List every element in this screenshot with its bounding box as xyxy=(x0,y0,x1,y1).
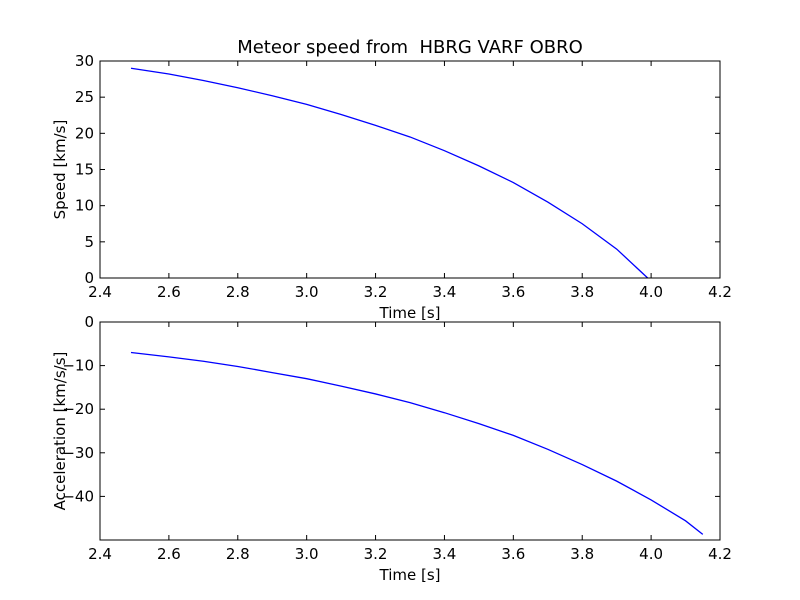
series-line-0 xyxy=(130,67,649,278)
x-tick-label: 2.4 xyxy=(88,545,112,563)
y-tick-label: 5 xyxy=(84,233,94,251)
x-tick-label: 4.2 xyxy=(708,545,732,563)
speed-subplot: 2.4 2.6 2.8 3.0 3.2 3.4 3.6 3.8 4.0 4.2 0 5 10 15 20 25… xyxy=(51,37,732,322)
y-tick-label: 10 xyxy=(75,197,94,215)
x-tick-label: 2.6 xyxy=(157,545,181,563)
x-tick-label: 4.0 xyxy=(639,545,663,563)
x-tick-label: 3.2 xyxy=(364,283,388,301)
x-tick-label: 3.4 xyxy=(433,545,457,563)
y-tick-label: 20 xyxy=(75,124,94,142)
x-tick-label: 3.8 xyxy=(570,283,594,301)
y-tick-label: 0 xyxy=(84,313,94,331)
y-tick-label: −10 xyxy=(62,357,94,375)
x-tick-label: 4.0 xyxy=(639,283,663,301)
series-line-0 xyxy=(130,351,704,535)
x-tick-label: 4.2 xyxy=(708,283,732,301)
x-axis-label: Time [s] xyxy=(379,566,441,584)
y-tick-label: −20 xyxy=(62,400,94,418)
chart-title: Meteor speed from HBRG VARF OBRO xyxy=(237,37,583,58)
y-axis-label: Speed [km/s] xyxy=(51,120,69,220)
y-axis-label: Acceleration [km/s/s] xyxy=(51,352,69,511)
y-tick-label: 15 xyxy=(75,161,94,179)
y-tick-label: 0 xyxy=(84,269,94,287)
acceleration-subplot: 2.4 2.6 2.8 3.0 3.2 3.4 3.6 3.8 4.0 4.2 0 −10 −20 −30… xyxy=(51,313,732,584)
axes-frame xyxy=(99,321,721,541)
y-tick-label: 25 xyxy=(75,88,94,106)
x-tick-label: 3.0 xyxy=(295,283,319,301)
x-tick-label: 2.8 xyxy=(226,283,250,301)
x-tick-label: 3.6 xyxy=(501,545,525,563)
x-tick-label: 3.2 xyxy=(364,545,388,563)
x-tick-label: 2.4 xyxy=(88,283,112,301)
axes-frame xyxy=(99,60,721,279)
x-tick-label: 3.8 xyxy=(570,545,594,563)
y-tick-label: −40 xyxy=(62,487,94,505)
x-tick-label: 2.6 xyxy=(157,283,181,301)
x-tick-label: 2.8 xyxy=(226,545,250,563)
x-tick-label: 3.0 xyxy=(295,545,319,563)
y-tick-label: −30 xyxy=(62,444,94,462)
x-axis-label: Time [s] xyxy=(379,304,441,322)
x-tick-label: 3.6 xyxy=(501,283,525,301)
y-tick-label: 30 xyxy=(75,52,94,70)
x-tick-label: 3.4 xyxy=(433,283,457,301)
